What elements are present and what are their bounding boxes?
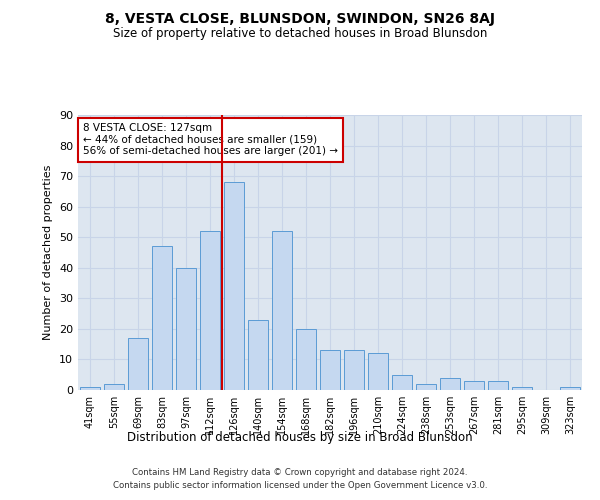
Bar: [200, 231, 220, 390]
Text: Contains HM Land Registry data © Crown copyright and database right 2024.: Contains HM Land Registry data © Crown c…: [132, 468, 468, 477]
Bar: [392, 374, 412, 390]
Bar: [344, 350, 364, 390]
Text: Size of property relative to detached houses in Broad Blunsdon: Size of property relative to detached ho…: [113, 28, 487, 40]
Bar: [248, 320, 268, 390]
Bar: [128, 338, 148, 390]
Bar: [488, 381, 508, 390]
Bar: [224, 182, 244, 390]
Bar: [440, 378, 460, 390]
Bar: [512, 387, 532, 390]
Bar: [560, 387, 580, 390]
Text: Distribution of detached houses by size in Broad Blunsdon: Distribution of detached houses by size …: [127, 431, 473, 444]
Bar: [272, 231, 292, 390]
Bar: [104, 384, 124, 390]
Bar: [152, 246, 172, 390]
Bar: [416, 384, 436, 390]
Bar: [296, 329, 316, 390]
Bar: [176, 268, 196, 390]
Text: 8, VESTA CLOSE, BLUNSDON, SWINDON, SN26 8AJ: 8, VESTA CLOSE, BLUNSDON, SWINDON, SN26 …: [105, 12, 495, 26]
Text: Contains public sector information licensed under the Open Government Licence v3: Contains public sector information licen…: [113, 480, 487, 490]
Bar: [320, 350, 340, 390]
Y-axis label: Number of detached properties: Number of detached properties: [43, 165, 53, 340]
Bar: [368, 354, 388, 390]
Bar: [464, 381, 484, 390]
Text: 8 VESTA CLOSE: 127sqm
← 44% of detached houses are smaller (159)
56% of semi-det: 8 VESTA CLOSE: 127sqm ← 44% of detached …: [83, 123, 338, 156]
Bar: [80, 387, 100, 390]
